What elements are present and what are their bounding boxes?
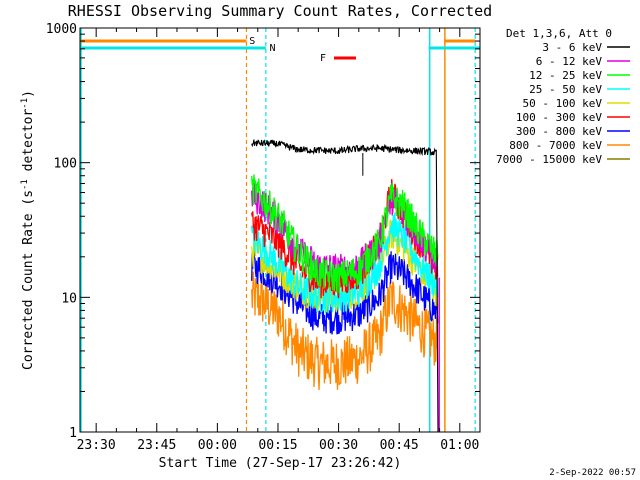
chart-title: RHESSI Observing Summary Count Rates, Co…	[68, 2, 492, 20]
state-indicators: S N F	[80, 28, 480, 432]
series-line	[251, 251, 439, 335]
series-line	[251, 212, 439, 314]
legend-label: 50 - 100 keV	[523, 97, 603, 110]
legend-label: 6 - 12 keV	[536, 55, 603, 68]
y-axis-label-mid: detector	[21, 109, 36, 180]
plot-frame	[79, 27, 481, 433]
y-axis-label-main: Corrected Count Rate (s	[21, 190, 36, 370]
legend-label: 25 - 50 keV	[529, 83, 602, 96]
series-25-50-kev	[251, 212, 439, 314]
x-tick-label: 23:45	[137, 438, 176, 453]
y-tick-label: 1	[69, 426, 77, 441]
legend-label: 12 - 25 keV	[529, 69, 602, 82]
x-tick-label: 23:30	[77, 438, 116, 453]
saa-label: S	[249, 36, 255, 47]
y-axis-label-exp1: -1	[20, 179, 30, 190]
series-line	[251, 139, 439, 433]
x-tick-label: 00:45	[380, 438, 419, 453]
series-line	[251, 271, 439, 391]
x-tick-label: 00:30	[319, 438, 358, 453]
y-tick-label: 1000	[46, 22, 77, 37]
y-axis-label: Corrected Count Rate (s-1 detector-1)	[20, 90, 36, 370]
x-tick-label: 00:15	[258, 438, 297, 453]
y-axis-label-end: )	[21, 90, 36, 98]
x-axis: 23:30 23:45 00:00 00:15 00:30 00:45 01:00	[77, 28, 481, 453]
x-tick-label: 01:00	[440, 438, 479, 453]
y-axis-label-exp2: -1	[20, 98, 30, 109]
x-tick-label: 00:00	[198, 438, 237, 453]
y-axis: 1 10 100 1000	[46, 22, 480, 441]
x-axis-label: Start Time (27-Sep-17 23:26:42)	[159, 456, 402, 471]
series-800-7000-kev	[251, 271, 439, 391]
y-tick-label: 100	[54, 157, 77, 172]
legend-label: 800 - 7000 keV	[509, 139, 602, 152]
y-tick-label: 10	[61, 291, 77, 306]
legend-label: 300 - 800 keV	[516, 125, 602, 138]
series-12-25-kev	[251, 174, 439, 294]
flare-label: F	[320, 53, 326, 64]
legend-label: 100 - 300 keV	[516, 111, 602, 124]
series-line	[251, 174, 439, 294]
legend-title: Det 1,3,6, Att 0	[506, 27, 612, 40]
legend-label: 7000 - 15000 keV	[496, 153, 602, 166]
night-label: N	[269, 43, 275, 54]
legend-label: 3 - 6 keV	[542, 41, 602, 54]
series-group	[251, 139, 440, 433]
footer-date: 2-Sep-2022 00:57	[549, 468, 636, 478]
